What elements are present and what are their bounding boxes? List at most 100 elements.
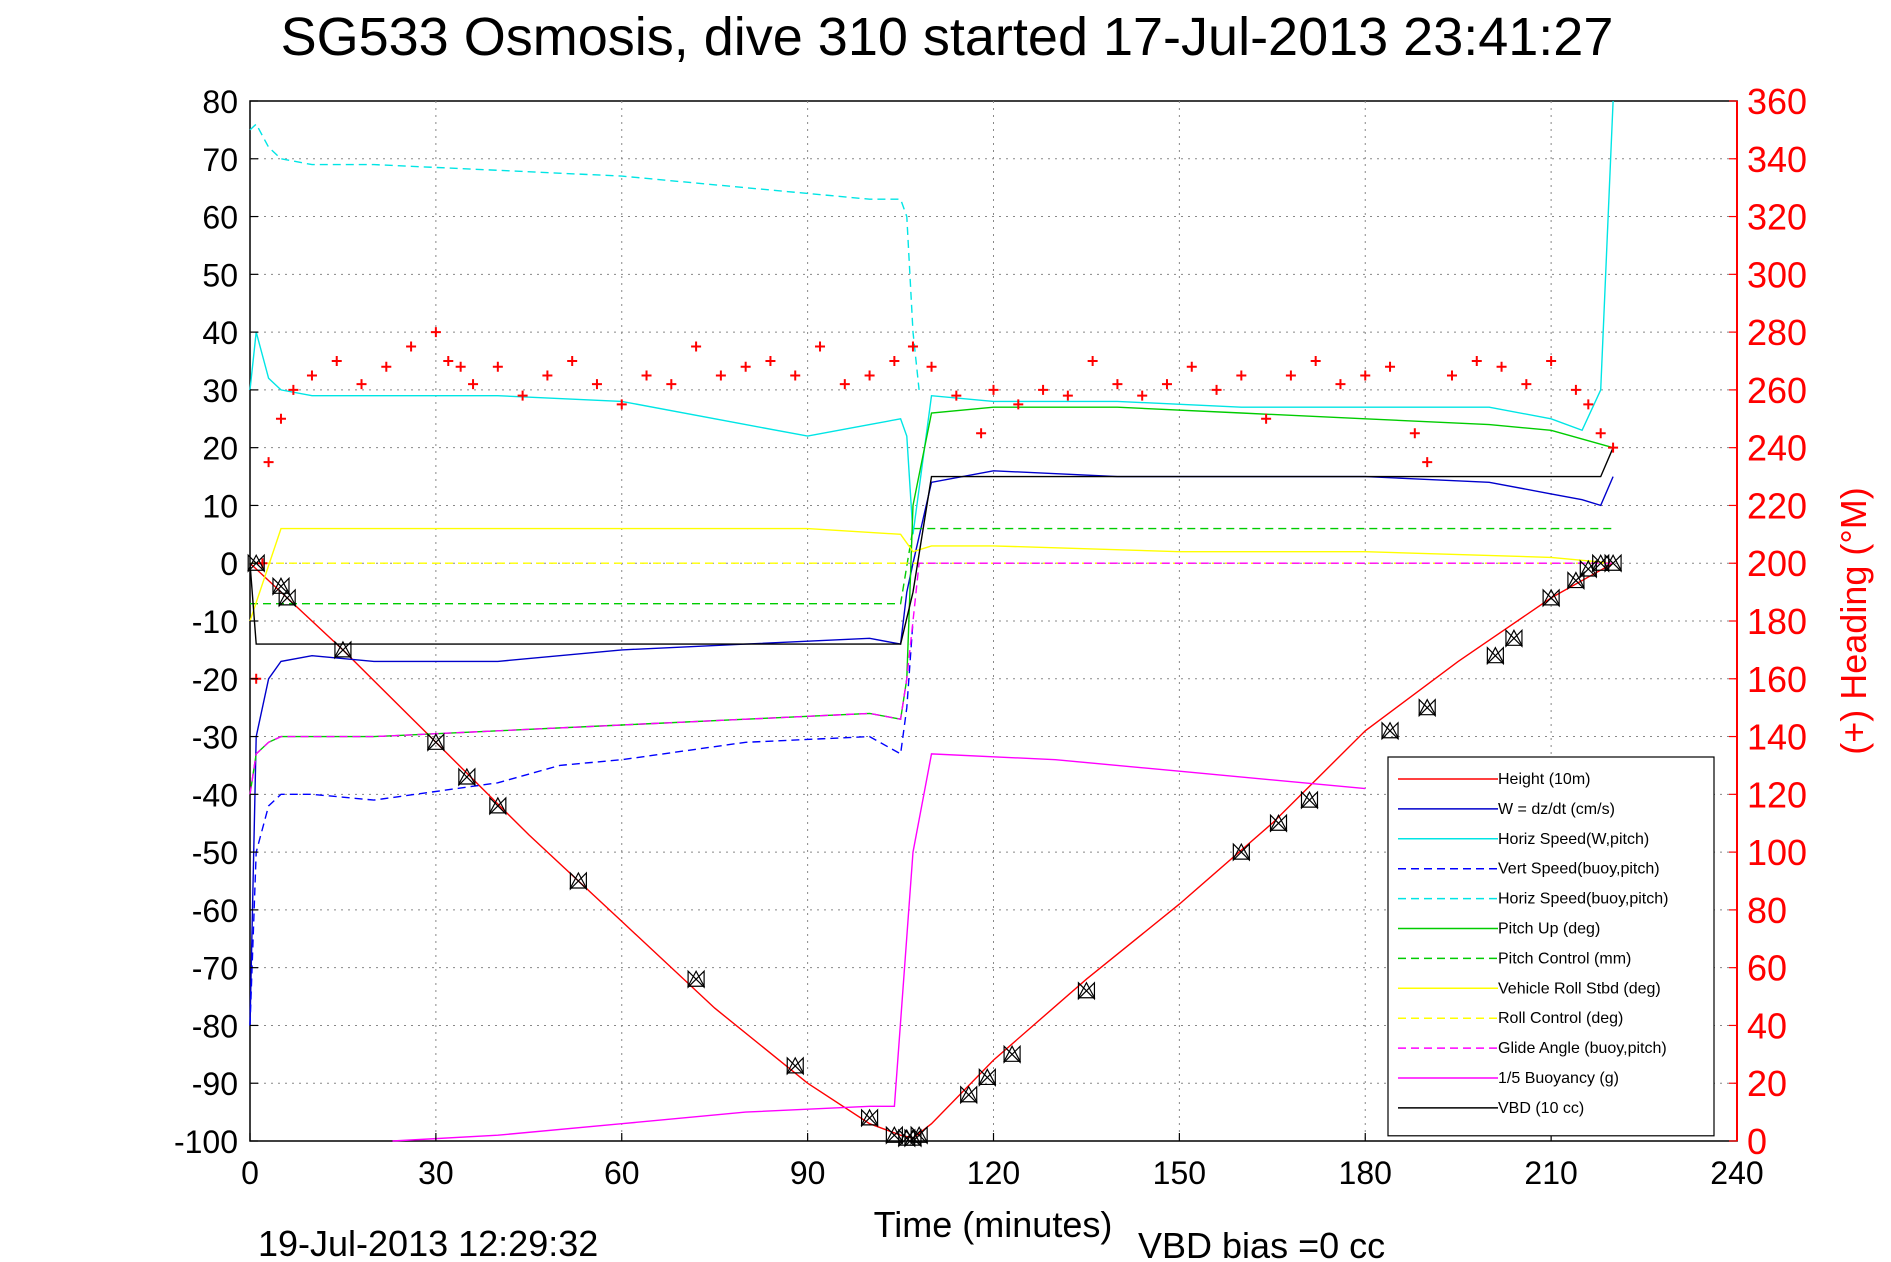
x-tick-label: 240: [1710, 1155, 1763, 1191]
heading-point: [517, 390, 528, 401]
heading-point: [1422, 457, 1433, 468]
y-right-tick-label: 160: [1747, 659, 1807, 700]
y-right-tick-label: 140: [1747, 717, 1807, 758]
heading-point: [1261, 413, 1272, 424]
heading-point: [288, 384, 299, 395]
depth-marker: [427, 732, 445, 752]
legend-label: W = dz/dt (cm/s): [1498, 801, 1615, 818]
y-right-tick-label: 360: [1747, 81, 1807, 122]
depth-marker-triangle: [1504, 629, 1523, 646]
y-tick-label: -80: [192, 1008, 238, 1044]
depth-marker: [458, 767, 476, 787]
depth-marker-triangle: [426, 733, 445, 750]
heading-point: [1310, 356, 1321, 366]
x-tick-label: 120: [967, 1155, 1020, 1191]
y-right-tick-label: 180: [1747, 601, 1807, 642]
x-tick-label: 150: [1153, 1155, 1206, 1191]
depth-marker-triangle: [278, 588, 297, 606]
x-tick-label: 180: [1339, 1155, 1392, 1191]
y-tick-label: -70: [192, 951, 238, 987]
y-tick-label: -90: [192, 1066, 238, 1102]
series-line: [249, 562, 1614, 795]
heading-point: [926, 361, 937, 372]
legend-label: Pitch Up (deg): [1498, 921, 1600, 938]
depth-marker-triangle: [1486, 646, 1505, 664]
y-tick-label: -100: [174, 1124, 238, 1160]
depth-marker-triangle: [1566, 571, 1585, 589]
heading-point: [1211, 384, 1222, 395]
heading-point: [542, 370, 553, 381]
heading-point: [616, 399, 627, 410]
heading-point: [1335, 379, 1346, 390]
heading-point: [1521, 379, 1532, 390]
heading-point: [666, 379, 677, 390]
series-line: [249, 470, 1614, 1026]
depth-marker-triangle: [333, 640, 352, 658]
depth-marker-triangle: [1542, 588, 1561, 606]
x-tick-label: 210: [1524, 1155, 1577, 1191]
y-right-tick-label: 60: [1747, 948, 1787, 989]
y-right-tick-label: 320: [1747, 197, 1807, 238]
depth-marker-triangle: [687, 969, 706, 987]
depth-marker-triangle: [1381, 721, 1400, 739]
series-layer: [247, 100, 1623, 1148]
heading-point: [1385, 361, 1396, 372]
heading-point: [1360, 370, 1371, 381]
heading-point: [889, 356, 900, 366]
depth-marker-triangle: [569, 871, 588, 889]
depth-marker-triangle: [1604, 553, 1623, 571]
y-right-tick-label: 40: [1747, 1005, 1787, 1046]
heading-point: [1161, 379, 1172, 390]
depth-marker-triangle: [860, 1108, 879, 1126]
heading-point: [331, 356, 342, 366]
depth-marker: [1592, 553, 1610, 573]
heading-point: [907, 341, 918, 352]
x-tick-label: 0: [241, 1155, 259, 1191]
depth-marker: [1579, 559, 1597, 579]
heading-point: [468, 379, 479, 390]
y-right-tick-label: 240: [1747, 428, 1807, 469]
depth-marker: [1542, 588, 1560, 608]
heading-point: [1608, 442, 1619, 453]
legend-label: Horiz Speed(W,pitch): [1498, 831, 1649, 848]
depth-marker: [278, 588, 296, 608]
depth-marker: [978, 1067, 996, 1087]
heading-point: [567, 356, 578, 366]
y-right-tick-label: 200: [1747, 543, 1807, 584]
series-line: [250, 527, 1614, 605]
legend-label: Vehicle Roll Stbd (deg): [1498, 980, 1661, 997]
y-tick-label: 60: [202, 200, 238, 236]
heading-point: [1409, 428, 1420, 439]
footer-vbd-bias: VBD bias =0 cc: [1138, 1225, 1385, 1262]
y-right-tick-label: 300: [1747, 254, 1807, 295]
y-tick-label: 10: [202, 488, 238, 524]
heading-point: [1038, 384, 1049, 395]
depth-marker: [1300, 790, 1319, 810]
depth-marker: [489, 796, 507, 816]
depth-marker: [1077, 981, 1096, 1001]
depth-marker-triangle: [910, 1125, 929, 1143]
depth-markers: [247, 553, 1623, 1148]
depth-marker-triangle: [1077, 981, 1096, 999]
y-tick-label: 0: [220, 546, 238, 582]
legend-label: Height (10m): [1498, 771, 1590, 788]
heading-point: [306, 370, 317, 381]
y-tick-label: 50: [202, 257, 238, 293]
heading-point: [715, 370, 726, 381]
legend-label: VBD (10 cc): [1498, 1100, 1584, 1117]
depth-marker-triangle: [978, 1068, 997, 1086]
series-line: [249, 447, 1614, 645]
depth-marker-triangle: [271, 577, 290, 594]
series-line: [249, 122, 920, 390]
series-line: [249, 100, 1614, 535]
heading-point: [740, 361, 751, 372]
x-tick-label: 60: [604, 1155, 640, 1191]
heading-point: [765, 356, 776, 366]
depth-marker: [272, 576, 290, 596]
depth-marker: [786, 1056, 804, 1076]
depth-marker-triangle: [1269, 813, 1288, 831]
depth-marker-triangle: [1418, 698, 1437, 716]
y-right-tick-label: 280: [1747, 312, 1807, 353]
heading-point: [275, 413, 286, 424]
depth-marker: [334, 640, 352, 660]
